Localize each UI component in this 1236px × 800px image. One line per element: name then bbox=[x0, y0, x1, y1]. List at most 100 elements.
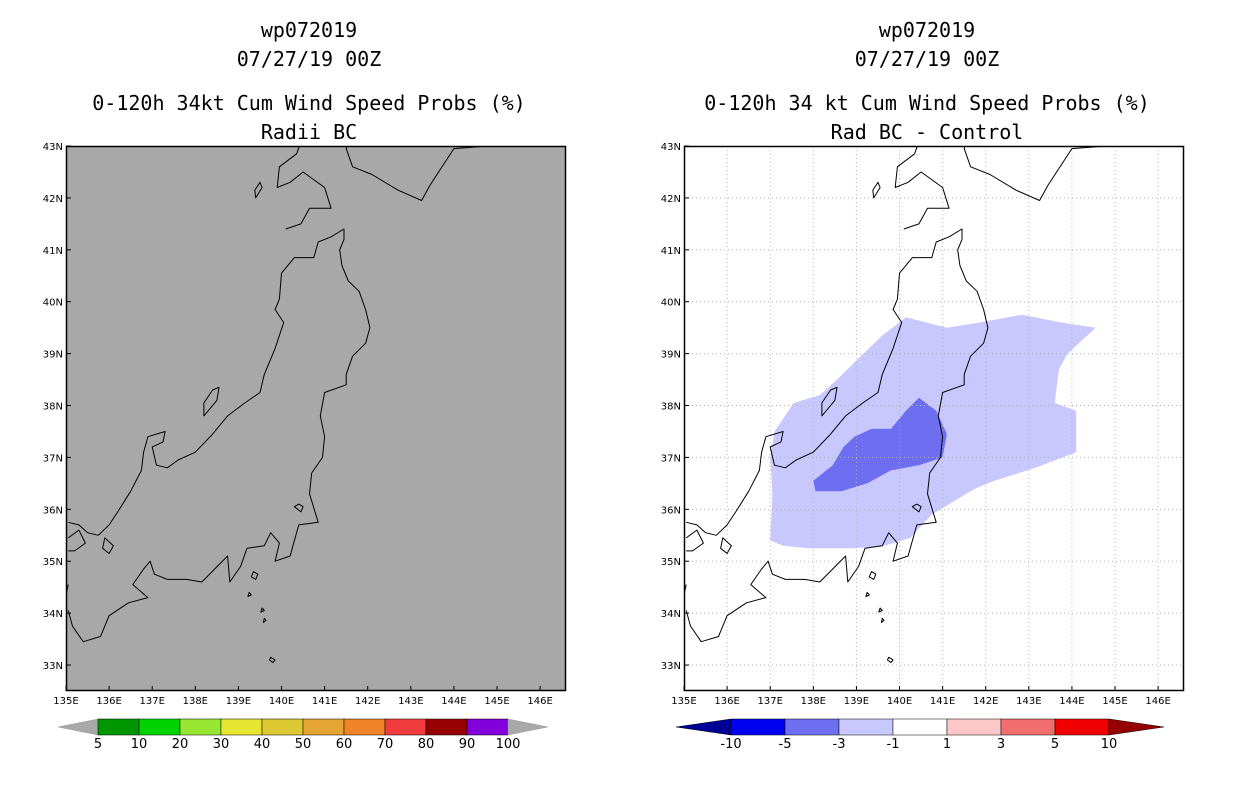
lat-tick-label: 41N bbox=[661, 246, 681, 257]
left-map-svg: 135E 136E 137E 138E 139E 140E 141E 142E 143E 144E… bbox=[43, 142, 567, 707]
coastline-hokkaido bbox=[276, 146, 492, 230]
lon-tick-label: 136E bbox=[96, 696, 121, 707]
coastline-izu-island bbox=[886, 656, 894, 663]
coastline-awaji bbox=[66, 584, 69, 596]
lat-tick-label: 37N bbox=[43, 453, 63, 464]
coastline-izu-island bbox=[247, 591, 252, 597]
right-title-product: 0-120h 34 kt Cum Wind Speed Probs (%) bbox=[704, 91, 1150, 115]
lake-biwa bbox=[720, 537, 732, 554]
lat-tick-label: 43N bbox=[661, 142, 681, 153]
right-coastlines bbox=[684, 146, 1110, 663]
colorbar-high-end bbox=[507, 718, 549, 736]
coastline-izu-island bbox=[268, 656, 276, 663]
colorbar-segment bbox=[1000, 718, 1056, 736]
colorbar-segment bbox=[892, 718, 948, 736]
right-panel: wp072019 07/27/19 00Z 0-120h 34 kt Cum W… bbox=[618, 0, 1236, 800]
lat-tick-label: 35N bbox=[43, 557, 63, 568]
coastline-izu-island bbox=[865, 591, 870, 597]
colorbar-label: 40 bbox=[254, 737, 271, 752]
colorbar-segment bbox=[384, 718, 427, 736]
lat-tick-label: 42N bbox=[43, 194, 63, 205]
lat-tick-label: 40N bbox=[43, 298, 63, 309]
lon-tick-label: 144E bbox=[441, 696, 466, 707]
lat-tick-label: 34N bbox=[661, 609, 681, 620]
colorbar-label: 50 bbox=[295, 737, 312, 752]
right-colorbar: -10 -5 -3 -1 1 3 5 10 bbox=[675, 718, 1165, 752]
lat-tick-label: 35N bbox=[661, 557, 681, 568]
lon-tick-label: 142E bbox=[355, 696, 380, 707]
colorbar-label: 1 bbox=[943, 737, 951, 752]
lon-tick-label: 136E bbox=[714, 696, 739, 707]
lon-tick-label: 141E bbox=[312, 696, 337, 707]
colorbar-segment bbox=[220, 718, 263, 736]
colorbar-label: 3 bbox=[997, 737, 1005, 752]
lon-tick-label: 140E bbox=[269, 696, 294, 707]
lon-tick-label: 135E bbox=[53, 696, 78, 707]
colorbar-segment bbox=[466, 718, 509, 736]
colorbar-segment bbox=[261, 718, 304, 736]
lat-tick-label: 40N bbox=[661, 298, 681, 309]
colorbar-label: -5 bbox=[779, 737, 792, 752]
colorbar-label: 70 bbox=[377, 737, 394, 752]
colorbar-segment bbox=[425, 718, 468, 736]
coastline-okushiri bbox=[872, 181, 881, 199]
coastline-okushiri bbox=[254, 181, 263, 199]
colorbar-segment bbox=[784, 718, 840, 736]
lat-tick-label: 42N bbox=[661, 194, 681, 205]
lat-tick-label: 34N bbox=[43, 609, 63, 620]
colorbar-label: 30 bbox=[213, 737, 230, 752]
lon-tick-label: 143E bbox=[398, 696, 423, 707]
colorbar-segment bbox=[97, 718, 140, 736]
left-title-date: 07/27/19 00Z bbox=[236, 47, 382, 71]
colorbar-segment bbox=[343, 718, 386, 736]
colorbar-label: 100 bbox=[496, 737, 521, 752]
coastline-izu-island bbox=[868, 571, 877, 580]
coastline-honshu bbox=[685, 228, 989, 643]
colorbar-segment bbox=[138, 718, 181, 736]
colorbar-label: 10 bbox=[1101, 737, 1118, 752]
left-colorbar: 5 10 20 30 40 50 60 70 80 90 100 bbox=[57, 718, 549, 752]
left-title-product: 0-120h 34kt Cum Wind Speed Probs (%) bbox=[92, 91, 526, 115]
lon-tick-label: 139E bbox=[226, 696, 251, 707]
colorbar-label: 20 bbox=[172, 737, 189, 752]
right-title-storm: wp072019 bbox=[878, 18, 976, 42]
lon-tick-label: 141E bbox=[930, 696, 955, 707]
lon-tick-label: 138E bbox=[801, 696, 826, 707]
left-title-subtitle: Radii BC bbox=[260, 120, 358, 144]
lake-kasumigaura bbox=[911, 503, 922, 513]
lon-tick-label: 143E bbox=[1016, 696, 1041, 707]
colorbar-label: -1 bbox=[887, 737, 900, 752]
coastline-izu-island bbox=[260, 607, 265, 613]
colorbar-segment bbox=[179, 718, 222, 736]
lat-tick-label: 38N bbox=[43, 402, 63, 413]
coastline-honshu bbox=[67, 228, 371, 643]
shade-minus5-to-minus3 bbox=[813, 397, 947, 492]
colorbar-segment bbox=[1054, 718, 1110, 736]
coastline-izu-island bbox=[250, 571, 259, 580]
lon-tick-label: 137E bbox=[758, 696, 783, 707]
coastline-sado bbox=[203, 386, 220, 417]
colorbar-label: 5 bbox=[94, 737, 102, 752]
coastline-izu-island bbox=[878, 607, 883, 613]
lon-tick-label: 139E bbox=[844, 696, 869, 707]
colorbar-high-end bbox=[1108, 718, 1165, 736]
coastline-sado bbox=[821, 386, 838, 417]
lon-tick-label: 145E bbox=[1102, 696, 1127, 707]
left-panel: wp072019 07/27/19 00Z 0-120h 34kt Cum Wi… bbox=[43, 18, 567, 752]
lon-tick-label: 146E bbox=[1145, 696, 1170, 707]
grid-lines bbox=[684, 146, 1184, 691]
right-title-date: 07/27/19 00Z bbox=[854, 47, 1000, 71]
lon-tick-label: 138E bbox=[183, 696, 208, 707]
colorbar-label: -10 bbox=[720, 737, 741, 752]
lat-tick-label: 37N bbox=[661, 453, 681, 464]
right-title-subtitle: Rad BC - Control bbox=[830, 120, 1024, 144]
left-title-storm: wp072019 bbox=[260, 18, 358, 42]
colorbar-label: -3 bbox=[833, 737, 846, 752]
colorbar-low-end bbox=[675, 718, 732, 736]
right-map-svg: 135E 136E 137E 138E 139E 140E 141E 142E 143E 144E… bbox=[661, 142, 1185, 707]
coastline-shikoku-edge bbox=[685, 529, 704, 552]
lat-tick-label: 43N bbox=[43, 142, 63, 153]
lat-tick-label: 38N bbox=[661, 402, 681, 413]
colorbar-label: 80 bbox=[418, 737, 435, 752]
colorbar-segment bbox=[730, 718, 786, 736]
